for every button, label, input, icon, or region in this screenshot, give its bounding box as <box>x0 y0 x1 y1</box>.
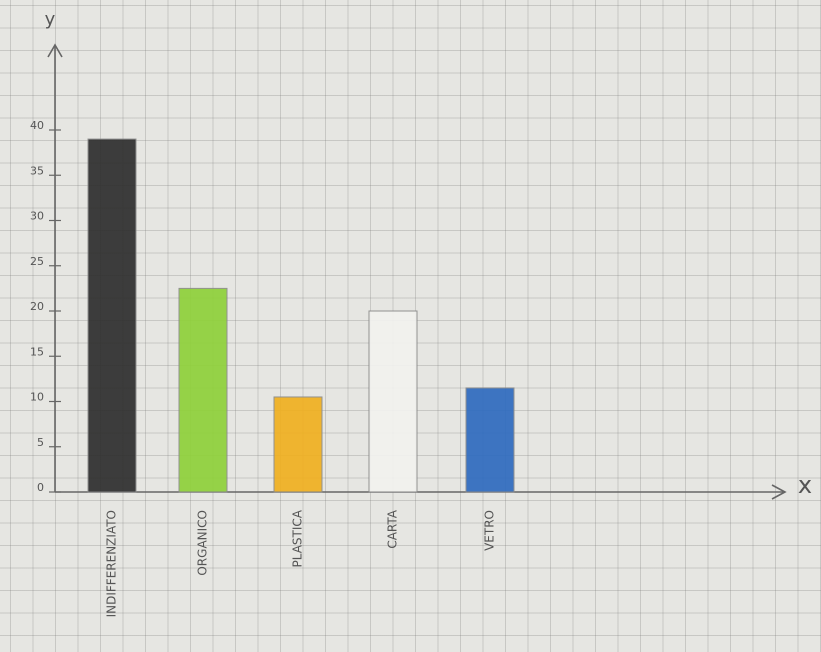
x-tick-label: CARTA <box>386 509 400 548</box>
x-arrow <box>771 484 787 500</box>
y-tick-label: 0 <box>37 481 44 494</box>
y-tick-label: 20 <box>30 300 44 313</box>
y-arrow <box>47 43 63 58</box>
x-axis-label: x <box>798 471 812 499</box>
x-tick-label: INDIFFERENZIATO <box>105 510 119 617</box>
y-tick-label: 25 <box>30 255 44 268</box>
bar <box>178 287 228 493</box>
bar <box>465 387 515 493</box>
bar <box>87 138 137 493</box>
x-tick-label: VETRO <box>483 510 497 551</box>
y-tick-label: 15 <box>30 345 44 358</box>
y-axis-label: y <box>45 9 56 30</box>
y-tick-label: 30 <box>30 210 44 223</box>
x-tick-label: PLASTICA <box>291 509 305 567</box>
bar <box>273 396 323 493</box>
y-tick-label: 35 <box>30 164 44 177</box>
bar <box>368 310 418 493</box>
y-tick-label: 40 <box>30 119 44 132</box>
x-tick-label: ORGANICO <box>196 510 210 576</box>
y-tick-label: 10 <box>30 391 44 404</box>
y-tick-label: 5 <box>37 436 44 449</box>
